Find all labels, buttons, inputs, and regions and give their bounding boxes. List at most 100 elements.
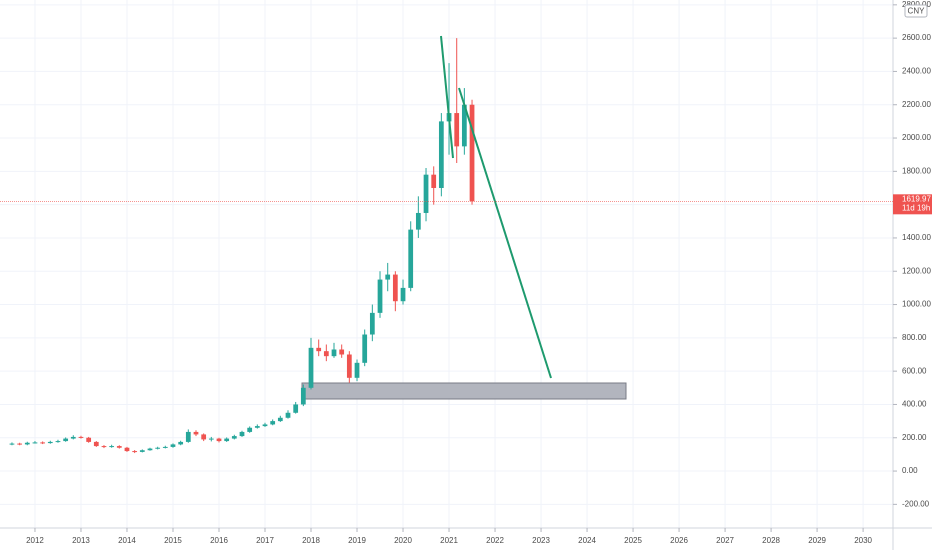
candle-body bbox=[415, 212, 421, 230]
y-tick-label: 2000.00 bbox=[902, 133, 931, 142]
candle-body bbox=[9, 443, 15, 445]
x-tick-label: 2024 bbox=[578, 536, 596, 545]
y-tick-label: 2400.00 bbox=[902, 67, 931, 76]
candle-body bbox=[216, 438, 222, 442]
candle-body bbox=[377, 279, 383, 313]
candle-body bbox=[78, 436, 84, 438]
candle-body bbox=[224, 438, 230, 442]
candle-body bbox=[316, 347, 322, 352]
candle-body bbox=[293, 404, 299, 413]
y-tick-label: 0.00 bbox=[902, 466, 918, 475]
candles bbox=[9, 38, 475, 454]
x-tick-label: 2013 bbox=[72, 536, 90, 545]
candle-body bbox=[155, 447, 161, 449]
y-tick-label: 2200.00 bbox=[902, 100, 931, 109]
candle-body bbox=[408, 229, 414, 288]
candle-body bbox=[63, 438, 69, 442]
countdown-label: 11d 19h bbox=[902, 203, 930, 212]
candle-body bbox=[47, 441, 53, 444]
y-tick-label: 1800.00 bbox=[902, 166, 931, 175]
candle-body bbox=[170, 444, 176, 447]
candle-body bbox=[331, 349, 337, 357]
candle-body bbox=[469, 104, 475, 202]
candle-body bbox=[323, 351, 329, 357]
candle-body bbox=[400, 287, 406, 302]
y-tick-label: 1400.00 bbox=[902, 233, 931, 242]
candle-body bbox=[32, 442, 38, 444]
x-tick-label: 2015 bbox=[164, 536, 182, 545]
candle-body bbox=[185, 431, 191, 442]
candle-body bbox=[385, 274, 391, 280]
x-tick-label: 2025 bbox=[624, 536, 642, 545]
x-tick-label: 2014 bbox=[118, 536, 136, 545]
candle-body bbox=[201, 434, 207, 440]
x-tick-label: 2026 bbox=[670, 536, 688, 545]
candle-body bbox=[277, 417, 283, 422]
last-price-label: 1619.97 bbox=[902, 194, 931, 203]
trend-line bbox=[458, 87, 552, 379]
candle-body bbox=[17, 443, 23, 445]
candle-body bbox=[70, 436, 76, 439]
y-tick-label: 800.00 bbox=[902, 333, 927, 342]
candle-body bbox=[147, 448, 153, 451]
candle-body bbox=[55, 441, 61, 443]
y-tick-label: -200.00 bbox=[902, 499, 930, 508]
candle-body bbox=[24, 442, 30, 445]
x-tick-label: 2029 bbox=[808, 536, 826, 545]
candle-body bbox=[300, 387, 306, 405]
candle-body bbox=[270, 421, 276, 425]
candle-body bbox=[101, 446, 107, 448]
candle-body bbox=[431, 174, 437, 188]
candle-body bbox=[339, 349, 345, 355]
candle-body bbox=[362, 334, 368, 363]
candle-body bbox=[262, 424, 268, 427]
candle-body bbox=[124, 447, 130, 452]
candle-body bbox=[208, 438, 214, 440]
x-tick-label: 2019 bbox=[348, 536, 366, 545]
x-tick-label: 2022 bbox=[486, 536, 504, 545]
y-tick-label: 1000.00 bbox=[902, 300, 931, 309]
x-tick-label: 2012 bbox=[26, 536, 44, 545]
last-price-tag bbox=[893, 194, 932, 215]
x-tick-label: 2016 bbox=[210, 536, 228, 545]
candle-body bbox=[86, 437, 92, 442]
currency-badge bbox=[904, 4, 928, 18]
x-tick-label: 2028 bbox=[762, 536, 780, 545]
y-tick-label: 2800.00 bbox=[902, 0, 931, 9]
candle-body bbox=[285, 412, 291, 418]
y-tick-label: 400.00 bbox=[902, 400, 927, 409]
candle-body bbox=[454, 113, 460, 147]
x-tick-label: 2021 bbox=[440, 536, 458, 545]
grid bbox=[0, 0, 893, 528]
candle-body bbox=[369, 312, 375, 335]
candle-body bbox=[354, 362, 360, 378]
y-tick-label: 2600.00 bbox=[902, 33, 931, 42]
candle-body bbox=[254, 426, 260, 428]
y-tick-label: 1200.00 bbox=[902, 266, 931, 275]
candle-body bbox=[93, 441, 99, 447]
currency-label: CNY bbox=[908, 7, 926, 16]
x-tick-label: 2020 bbox=[394, 536, 412, 545]
x-tick-label: 2030 bbox=[854, 536, 872, 545]
trend-line bbox=[440, 35, 454, 159]
candle-body bbox=[438, 121, 444, 188]
candle-body bbox=[139, 450, 145, 452]
y-tick-label: 200.00 bbox=[902, 433, 927, 442]
candle-body bbox=[193, 431, 199, 435]
x-tick-label: 2018 bbox=[302, 536, 320, 545]
candle-body bbox=[423, 174, 429, 213]
candle-body bbox=[231, 436, 237, 439]
candle-body bbox=[308, 347, 314, 388]
candle-body bbox=[247, 427, 253, 432]
candle-body bbox=[392, 274, 398, 302]
x-tick-label: 2023 bbox=[532, 536, 550, 545]
y-tick-label: 600.00 bbox=[902, 366, 927, 375]
x-tick-label: 2027 bbox=[716, 536, 734, 545]
candle-body bbox=[109, 446, 115, 448]
candle-body bbox=[346, 354, 352, 378]
candle-body bbox=[40, 442, 46, 444]
candle-body bbox=[162, 446, 168, 448]
